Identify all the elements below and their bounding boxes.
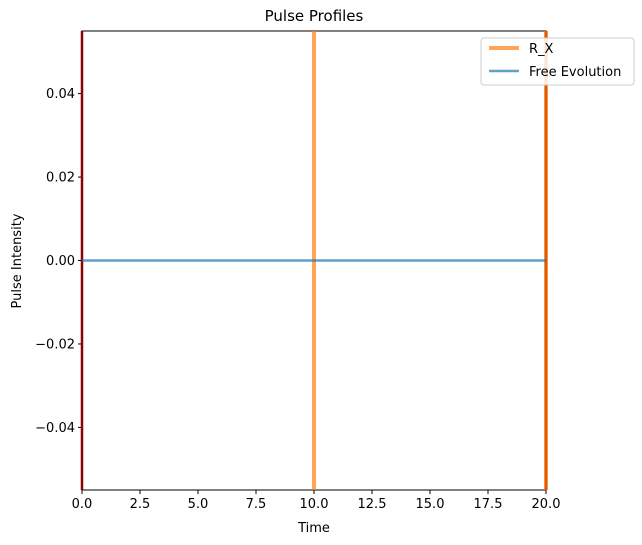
legend: R_X Free Evolution	[480, 37, 635, 86]
x-tick-label: 0.0	[72, 497, 93, 512]
chart-title: Pulse Profiles	[265, 7, 364, 25]
x-tick-label: 5.0	[188, 497, 209, 512]
y-tick-label: 0.00	[46, 254, 75, 269]
x-axis-label: Time	[297, 521, 330, 536]
x-tick-label: 15.0	[416, 497, 445, 512]
x-tick-label: 17.5	[474, 497, 503, 512]
y-tick-label: −0.04	[35, 421, 75, 436]
y-axis-ticks: −0.04 −0.02 0.00 0.02 0.04	[35, 87, 82, 436]
legend-box	[480, 37, 635, 86]
y-tick-label: 0.04	[46, 87, 75, 102]
x-tick-label: 12.5	[358, 497, 387, 512]
legend-label-free-evolution: Free Evolution	[529, 65, 621, 80]
x-axis-ticks: 0.0 2.5 5.0 7.5 10.0 12.5 15.0 17.5 20.0	[72, 490, 561, 512]
series-layer	[80, 31, 548, 490]
x-tick-label: 10.0	[300, 497, 329, 512]
x-tick-label: 20.0	[532, 497, 561, 512]
x-tick-label: 7.5	[246, 497, 267, 512]
plot-area: 0.0 2.5 5.0 7.5 10.0 12.5 15.0 17.5 20.0 −0.04−0…	[35, 30, 561, 512]
y-axis-label: Pulse Intensity	[10, 213, 25, 308]
y-tick-label: 0.02	[46, 171, 75, 186]
y-tick-label: −0.02	[35, 337, 75, 352]
x-tick-label: 2.5	[130, 497, 151, 512]
legend-label-rx: R_X	[529, 42, 554, 57]
